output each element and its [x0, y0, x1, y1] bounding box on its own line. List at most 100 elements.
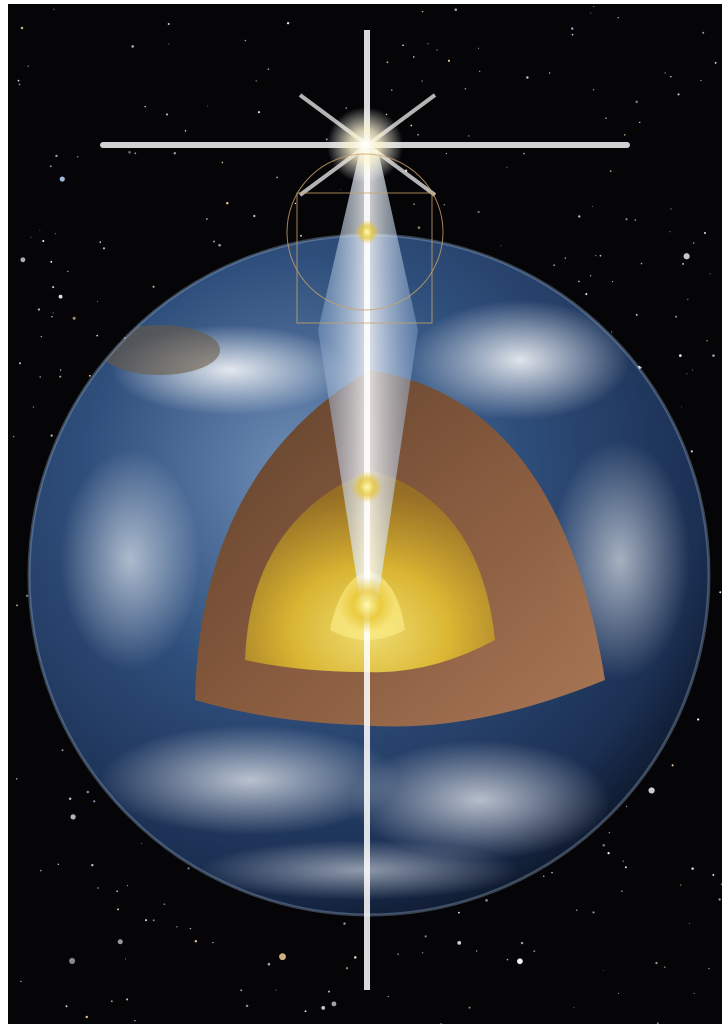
star [424, 935, 427, 938]
star [609, 170, 612, 172]
star [697, 718, 700, 721]
star [542, 875, 545, 878]
star [475, 950, 478, 952]
star [648, 787, 655, 794]
star [279, 953, 286, 961]
star [607, 851, 610, 855]
star [321, 1006, 326, 1010]
star [20, 980, 22, 983]
star [387, 995, 389, 998]
star [96, 334, 99, 337]
star [506, 958, 509, 961]
star [477, 210, 480, 214]
star [128, 150, 131, 154]
star [719, 591, 722, 594]
star [141, 842, 143, 844]
star [564, 257, 566, 259]
star [526, 76, 529, 79]
star [88, 374, 91, 377]
star [679, 884, 682, 886]
star [12, 435, 15, 438]
star [207, 105, 209, 107]
star [593, 6, 595, 8]
star [458, 911, 460, 914]
star [240, 989, 243, 992]
chakra [355, 220, 379, 244]
star [454, 8, 458, 11]
star [221, 161, 224, 164]
star [173, 152, 177, 155]
star [640, 262, 643, 265]
star [58, 294, 63, 299]
star [275, 989, 277, 991]
star [551, 871, 553, 874]
star [639, 121, 641, 124]
star [17, 79, 20, 82]
star [548, 72, 551, 74]
star [257, 111, 260, 114]
star [592, 911, 595, 914]
star [506, 166, 508, 168]
star [625, 218, 628, 221]
star [625, 805, 628, 808]
star [124, 958, 126, 960]
star [340, 189, 341, 190]
star [25, 594, 29, 597]
star [65, 1005, 68, 1008]
star [517, 958, 523, 965]
star [599, 254, 602, 257]
star [91, 863, 94, 867]
star [677, 93, 680, 96]
chakra [351, 471, 383, 503]
star [18, 362, 22, 365]
star [20, 26, 24, 30]
star [144, 105, 146, 108]
star [690, 450, 693, 453]
star [55, 154, 58, 157]
star [253, 214, 256, 218]
star [134, 152, 137, 155]
star [72, 316, 76, 320]
star [692, 242, 695, 244]
star [69, 957, 76, 964]
star [39, 376, 41, 378]
star [611, 281, 614, 283]
star [276, 176, 278, 179]
star [189, 927, 192, 930]
star [18, 83, 21, 86]
cloud [100, 725, 400, 835]
landmass [100, 325, 220, 375]
star [670, 76, 672, 78]
star [286, 21, 290, 25]
cloud [200, 840, 520, 900]
star [176, 926, 178, 928]
clouds [60, 300, 690, 900]
star [417, 226, 421, 229]
star [712, 354, 715, 357]
star [413, 56, 415, 58]
star [165, 113, 169, 116]
star [655, 961, 658, 965]
star [478, 47, 480, 49]
star [386, 61, 389, 64]
star [624, 866, 627, 869]
star [325, 138, 328, 141]
vitruvian-circle [286, 153, 444, 311]
vitruvian-square [296, 192, 433, 324]
star [687, 298, 689, 300]
star [635, 313, 638, 316]
star [571, 33, 574, 36]
star [714, 61, 717, 64]
star [602, 843, 605, 847]
star [693, 992, 695, 994]
star [16, 604, 18, 607]
star [328, 990, 330, 993]
star [706, 339, 708, 342]
star [117, 939, 123, 945]
star [688, 923, 690, 925]
star [553, 264, 556, 267]
star [345, 967, 349, 970]
star [111, 1000, 113, 1002]
